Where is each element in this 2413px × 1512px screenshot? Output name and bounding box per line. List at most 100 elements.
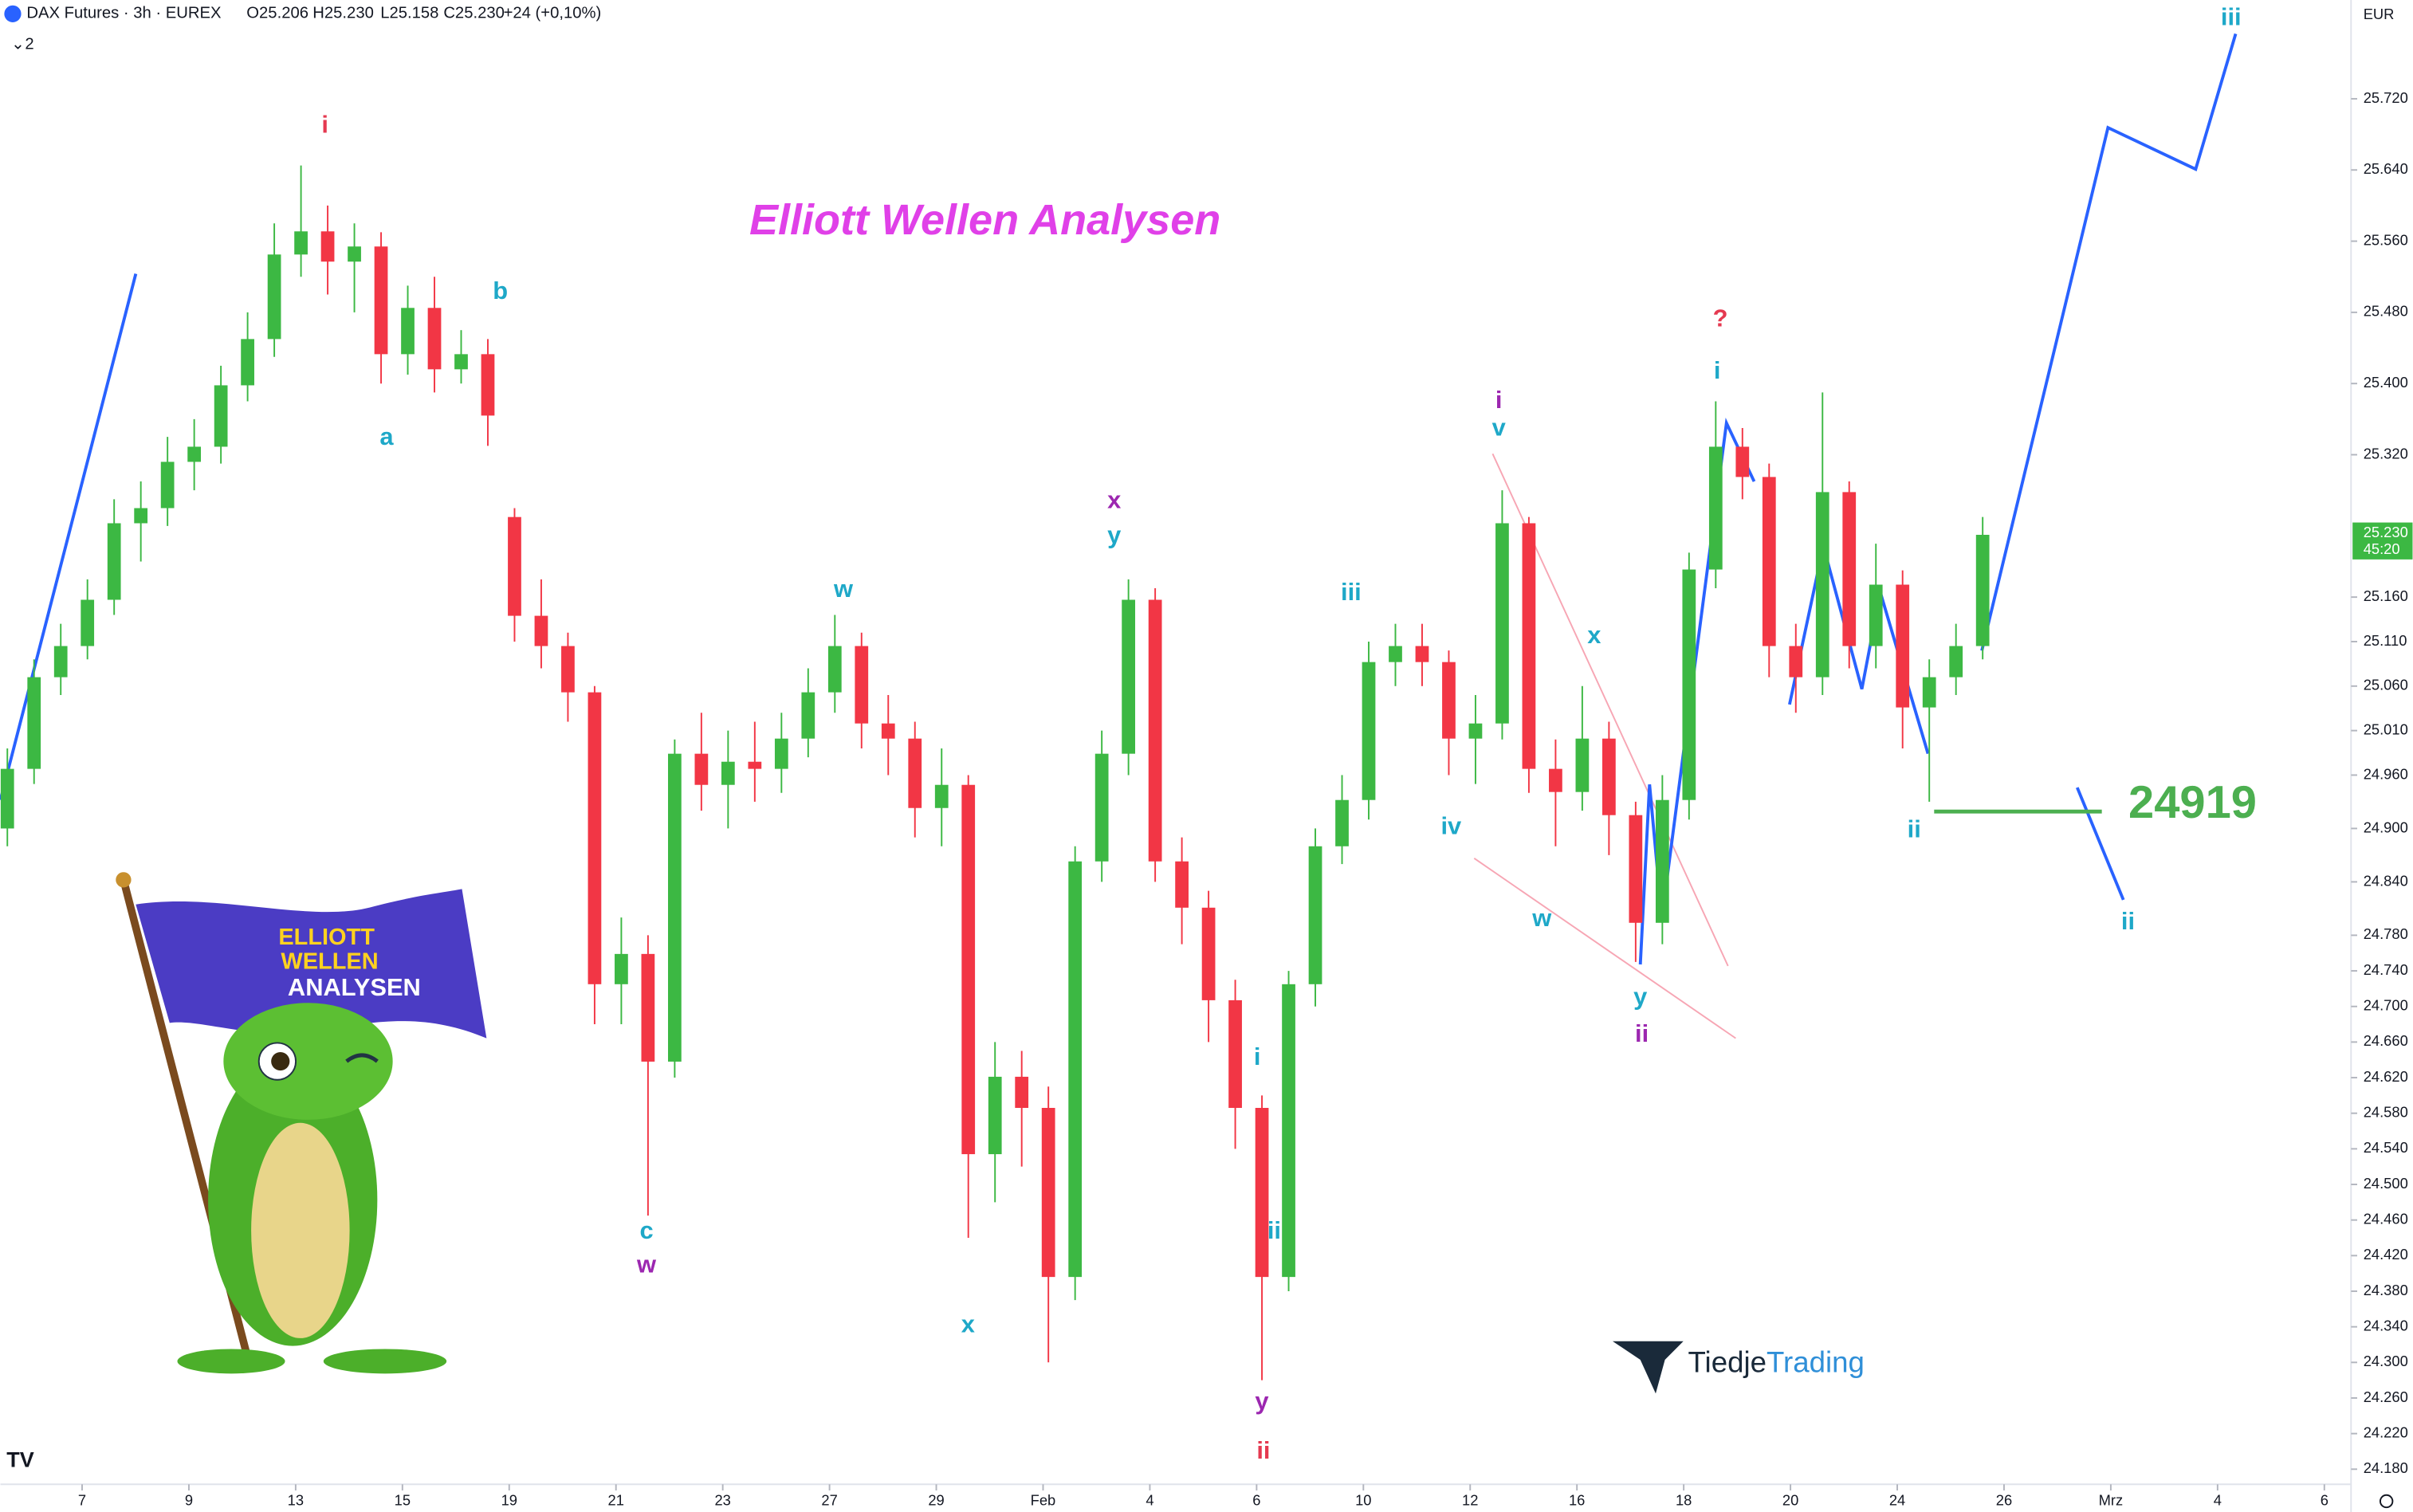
- mascot: ELLIOTT WELLEN ANALYSEN: [116, 872, 487, 1374]
- wave-projection: [1980, 33, 2238, 651]
- x-tick-label: 26: [1996, 1491, 2012, 1508]
- symbol[interactable]: DAX Futures · 3h · EUREX: [26, 5, 222, 22]
- x-tick-label: Feb: [1031, 1491, 1056, 1508]
- candle-body: [1522, 523, 1536, 769]
- wave-label: y: [1633, 983, 1647, 1011]
- candle-body: [1789, 646, 1803, 677]
- ohlc-change: +24 (+0,10%): [504, 5, 602, 22]
- tv-logo[interactable]: TV: [6, 1447, 34, 1471]
- candle-body: [107, 523, 121, 600]
- candle-body: [561, 646, 575, 693]
- indicator-toggle[interactable]: ⌄: [11, 35, 25, 53]
- candle-body: [1575, 738, 1590, 792]
- candle-body: [1869, 584, 1883, 646]
- candle-body: [908, 738, 922, 808]
- candle-body: [1975, 534, 1990, 646]
- y-tick-label: 25.720: [2364, 89, 2408, 106]
- wave-label: w: [1531, 904, 1552, 932]
- candle-body: [1495, 523, 1509, 724]
- y-tick-label: 24.340: [2364, 1317, 2408, 1333]
- wave-label: y: [1107, 521, 1121, 549]
- candle-body: [1335, 799, 1349, 846]
- ohlc-high: H25.230: [312, 5, 374, 22]
- wave-label: x: [1107, 485, 1121, 513]
- x-tick-label: 18: [1676, 1491, 1692, 1508]
- y-tick-label: 25.320: [2364, 445, 2408, 461]
- x-tick-label: 4: [2214, 1491, 2222, 1508]
- wave-label: ii: [2121, 907, 2135, 935]
- price-tag: [2352, 522, 2413, 560]
- candle-body: [1415, 646, 1429, 662]
- symbol-icon[interactable]: [4, 5, 22, 22]
- candle-body: [187, 446, 202, 462]
- candle-body: [320, 231, 335, 262]
- candle-body: [721, 761, 735, 785]
- candle-body: [1682, 569, 1696, 800]
- wave-label: ii: [1256, 1436, 1270, 1464]
- candle-body: [1896, 584, 1910, 708]
- wave-label: ii: [1908, 815, 1921, 842]
- candle-body: [615, 953, 628, 984]
- wave-label: i: [1254, 1043, 1261, 1070]
- logo-accent: Trading: [1767, 1345, 1865, 1378]
- candle-body: [1175, 861, 1189, 908]
- x-tick-label: 13: [288, 1491, 304, 1508]
- candle-body: [1922, 677, 1936, 708]
- x-tick-label: 7: [78, 1491, 86, 1508]
- candle-body: [134, 508, 148, 524]
- y-tick-label: 25.480: [2364, 303, 2408, 320]
- wave-label: x: [1587, 621, 1601, 649]
- y-tick-label: 25.640: [2364, 160, 2408, 177]
- x-tick-label: 27: [821, 1491, 837, 1508]
- candle-body: [1389, 646, 1402, 662]
- indicator-count[interactable]: 2: [25, 35, 33, 53]
- candle-body: [855, 646, 869, 724]
- candle-body: [1228, 999, 1242, 1108]
- wave-label: i: [321, 110, 328, 138]
- candle-body: [401, 308, 415, 355]
- candle-body: [1255, 1107, 1269, 1278]
- y-tick-label: 24.620: [2364, 1068, 2408, 1085]
- candles: [0, 165, 1990, 1380]
- y-tick-label: 24.540: [2364, 1139, 2408, 1156]
- y-tick-label: 25.110: [2364, 632, 2407, 649]
- logo: TiedjeTrading: [1612, 1341, 1865, 1394]
- candle-body: [1122, 599, 1136, 754]
- candle-body: [454, 354, 468, 370]
- candle-body: [641, 953, 655, 1062]
- wave-label: iii: [1341, 578, 1362, 606]
- wave-label: c: [639, 1216, 653, 1244]
- ohlc-low: L25.158: [380, 5, 438, 22]
- y-tick-label: 24.500: [2364, 1175, 2408, 1192]
- x-tick-label: 15: [395, 1491, 411, 1508]
- candle-body: [267, 254, 281, 340]
- x-tick-label: 4: [1146, 1491, 1153, 1508]
- y-tick-label: 25.400: [2364, 374, 2408, 391]
- y-tick-label: 24.660: [2364, 1032, 2408, 1049]
- y-tick-label: 24.220: [2364, 1424, 2408, 1440]
- x-tick-label: 29: [928, 1491, 944, 1508]
- y-tick-label: 25.060: [2364, 677, 2408, 693]
- x-tick-label: Mrz: [2099, 1491, 2124, 1508]
- x-tick-label: 6: [1252, 1491, 1260, 1508]
- wave-projection: [2075, 787, 2125, 901]
- croc-belly: [251, 1122, 350, 1338]
- candle-body: [961, 784, 976, 1155]
- flag-text: ELLIOTT: [278, 925, 375, 950]
- candle-body: [801, 692, 815, 739]
- candle-body: [881, 723, 895, 739]
- currency: EUR: [2364, 6, 2395, 22]
- candle-body: [988, 1076, 1002, 1155]
- y-tick-label: 25.010: [2364, 721, 2408, 737]
- wave-projection: [0, 273, 138, 800]
- candle-body: [1629, 815, 1643, 923]
- ohlc-open: O25.206: [246, 5, 309, 22]
- wave-label: ?: [1713, 304, 1728, 332]
- candle-body: [668, 753, 682, 1062]
- candle-body: [1735, 446, 1750, 477]
- wave-label: i: [1495, 386, 1503, 414]
- settings-icon[interactable]: [2379, 1494, 2394, 1509]
- candle-body: [1362, 662, 1376, 800]
